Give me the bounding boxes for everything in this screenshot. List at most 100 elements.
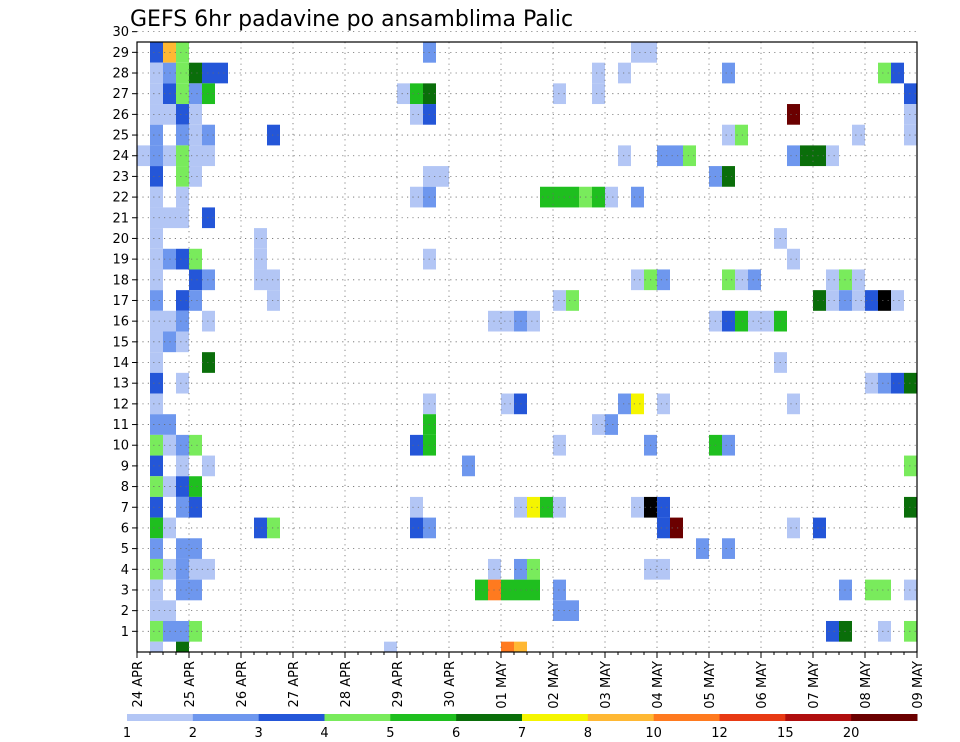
y-tick-label: 12	[112, 397, 129, 412]
heat-cell	[176, 310, 189, 332]
heat-cell	[267, 290, 280, 311]
heat-cell	[540, 496, 553, 518]
y-tick-label: 22	[112, 191, 129, 206]
x-tick-label: 24 APR	[131, 661, 146, 707]
heat-cell	[657, 145, 670, 167]
heat-cell	[176, 104, 189, 125]
heat-cell	[852, 124, 865, 146]
heat-cell	[657, 496, 670, 518]
heat-cell	[813, 21, 826, 42]
heat-cell	[878, 620, 891, 642]
heat-cell	[566, 600, 579, 621]
heat-cell	[150, 331, 163, 353]
heat-cell	[722, 538, 735, 559]
heat-cell	[826, 145, 839, 167]
heat-cell	[787, 104, 800, 125]
heat-cell	[189, 496, 202, 518]
y-tick-label: 8	[121, 480, 129, 495]
heat-cell	[566, 290, 579, 311]
y-tick-label: 16	[112, 315, 129, 330]
heat-cell	[176, 166, 189, 187]
heat-cell	[189, 166, 202, 187]
heat-cell	[150, 124, 163, 146]
heat-cell	[787, 517, 800, 539]
heat-cell	[943, 145, 956, 166]
heat-cell	[150, 62, 163, 84]
heat-cell	[878, 290, 891, 311]
heat-cell	[189, 558, 202, 580]
heat-cell	[540, 186, 553, 208]
heat-cell	[501, 310, 514, 332]
y-tick-label: 5	[121, 542, 129, 557]
x-tick-label: 26 APR	[235, 661, 250, 707]
heat-cell	[189, 538, 202, 559]
heat-cell	[202, 558, 215, 580]
heat-cell	[254, 248, 267, 270]
heat-cell	[566, 186, 579, 208]
heat-cell	[176, 124, 189, 146]
heat-cell	[254, 517, 267, 539]
heat-cell	[891, 372, 904, 394]
heat-cell	[735, 310, 748, 332]
heat-cell	[787, 145, 800, 167]
heat-cell	[852, 269, 865, 291]
heat-cell	[150, 269, 163, 291]
colorbar-label: 1	[123, 726, 131, 741]
heat-cell	[553, 290, 566, 311]
heat-cell	[943, 42, 956, 63]
heat-cell	[150, 42, 163, 63]
heat-cell	[410, 104, 423, 125]
y-tick-label: 19	[112, 253, 129, 268]
heat-cell	[176, 496, 189, 518]
heat-cell	[631, 42, 644, 63]
heat-cell	[553, 434, 566, 456]
heat-cell	[410, 83, 423, 105]
heat-cell	[501, 641, 514, 652]
heat-cell	[735, 269, 748, 291]
colorbar-label: 15	[777, 726, 794, 741]
heat-cell	[202, 352, 215, 373]
y-tick-label: 28	[112, 67, 129, 82]
heat-cell	[735, 124, 748, 146]
heat-cell	[189, 269, 202, 291]
colorbar-swatch	[851, 714, 918, 721]
heat-cell	[917, 497, 930, 518]
heat-cell	[176, 207, 189, 229]
y-tick-label: 25	[112, 129, 129, 144]
heat-cell	[956, 145, 960, 166]
heat-cell	[553, 83, 566, 105]
colorbar-label: 4	[320, 726, 328, 741]
x-tick-label: 02 MAY	[547, 661, 562, 709]
x-tick-label: 07 MAY	[807, 661, 822, 709]
heat-cell	[176, 331, 189, 353]
heat-cell	[813, 290, 826, 311]
heat-cell	[267, 517, 280, 539]
heat-cell	[150, 476, 163, 497]
heat-cell	[267, 124, 280, 146]
heat-cell	[943, 187, 956, 208]
heat-cell	[150, 579, 163, 601]
x-tick-label: 30 APR	[443, 661, 458, 707]
heat-cell	[787, 248, 800, 270]
heat-cell	[150, 248, 163, 270]
heat-cell	[176, 641, 189, 652]
heat-cell	[917, 621, 930, 642]
heat-cell	[631, 496, 644, 518]
heat-cell	[150, 186, 163, 208]
heat-cell	[657, 393, 670, 415]
y-tick-label: 17	[112, 294, 129, 309]
heat-cell	[176, 186, 189, 208]
heat-cell	[631, 393, 644, 415]
y-tick-label: 2	[121, 604, 129, 619]
heat-cell	[215, 62, 228, 84]
colorbar-swatch	[127, 714, 194, 721]
y-tick-label: 24	[112, 149, 129, 164]
heat-cell	[150, 352, 163, 373]
heat-cell	[956, 125, 960, 146]
heat-cell	[267, 269, 280, 291]
heat-cell	[150, 641, 163, 652]
heat-cell	[150, 228, 163, 249]
heat-cell	[618, 145, 631, 167]
heat-cell	[202, 145, 215, 167]
heat-cell	[618, 62, 631, 84]
